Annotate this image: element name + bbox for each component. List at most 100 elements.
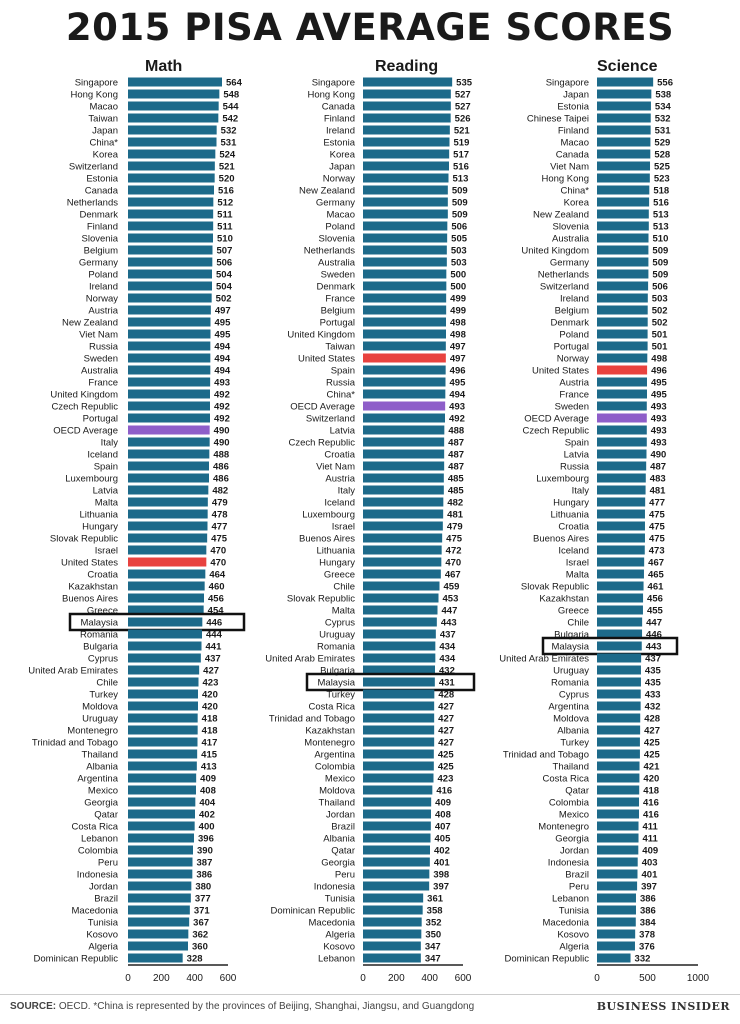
bar [363,701,435,711]
category-label: United States [298,354,355,365]
bar [597,341,648,351]
bar [597,485,646,495]
value-label: 532 [221,126,237,137]
value-label: 404 [199,798,216,809]
bar [128,857,193,867]
value-label: 500 [450,270,466,281]
category-label: Indonesia [77,870,119,881]
category-label: Brazil [331,822,355,833]
category-label: OECD Average [290,402,355,413]
category-label: Poland [559,330,589,341]
value-label: 525 [654,162,671,173]
category-label: Romania [317,642,356,653]
bar [363,629,436,639]
bar [363,161,449,171]
value-label: 509 [652,270,668,281]
bar [128,113,219,123]
value-label: 499 [450,306,466,317]
value-label: 459 [444,582,460,593]
value-label: 408 [435,810,451,821]
value-label: 461 [648,582,665,593]
category-label: Kazakhstan [539,594,589,605]
value-label: 328 [187,954,203,965]
value-label: 511 [217,210,233,221]
bar [597,473,646,483]
bar [128,629,202,639]
value-label: 504 [216,282,233,293]
category-label: United Arab Emirates [28,666,118,677]
value-label: 425 [438,750,455,761]
value-label: 401 [642,870,659,881]
category-label: Montenegro [304,738,355,749]
category-label: Ireland [560,294,589,305]
value-label: 492 [214,390,230,401]
value-label: 492 [214,402,230,413]
value-label: 479 [447,522,463,533]
value-label: 454 [208,606,225,617]
category-label: Indonesia [548,858,590,869]
category-label: Czech Republic [288,438,355,449]
category-label: Romania [551,678,590,689]
tick-label: 600 [455,973,472,984]
bar [128,677,199,687]
bar [597,449,647,459]
category-label: Czech Republic [522,426,589,437]
value-label: 455 [647,606,664,617]
bar [363,749,434,759]
value-label: 475 [649,534,666,545]
category-label: Tunisia [325,894,356,905]
bar [597,353,648,363]
category-label: Tunisia [559,906,590,917]
bar [128,929,189,939]
value-label: 456 [208,594,224,605]
category-label: Indonesia [314,882,356,893]
category-label: Montenegro [538,822,589,833]
category-label: OECD Average [524,414,589,425]
category-label: Russia [326,378,356,389]
value-label: 411 [643,822,659,833]
value-label: 427 [438,738,454,749]
category-label: Canada [556,150,590,161]
value-label: 409 [642,846,658,857]
category-label: Chile [567,618,589,629]
bar [128,365,211,375]
category-label: Slovenia [319,234,356,245]
value-label: 520 [219,174,235,185]
bar [363,557,442,567]
category-label: Hungary [553,498,589,509]
bar [597,905,636,915]
bar [128,617,203,627]
value-label: 428 [644,714,660,725]
bar [363,209,448,219]
category-label: Slovak Republic [50,534,118,545]
bar [363,797,432,807]
chart-title: Science [597,58,658,75]
value-label: 497 [450,342,466,353]
value-label: 446 [646,630,662,641]
category-label: Qatar [331,846,355,857]
bar [363,929,422,939]
bar [128,497,208,507]
value-label: 542 [222,114,238,125]
value-label: 470 [210,558,226,569]
value-label: 488 [213,450,229,461]
bar [128,689,198,699]
bar [363,197,448,207]
bar [363,401,446,411]
category-label: Belgium [84,246,118,257]
category-label: Georgia [321,858,356,869]
bar [128,593,204,603]
bar [597,869,638,879]
bar [597,593,644,603]
category-label: Dominican Republic [271,906,356,917]
bar [597,221,649,231]
category-label: Kazakhstan [305,726,355,737]
bar [128,581,205,591]
value-label: 416 [436,786,452,797]
bar [363,257,447,267]
bar [363,449,445,459]
source-note: SOURCE: OECD. *China is represented by t… [10,1001,474,1012]
category-label: Italy [101,438,119,449]
category-label: Algeria [88,942,118,953]
chart-title: Reading [375,58,438,75]
